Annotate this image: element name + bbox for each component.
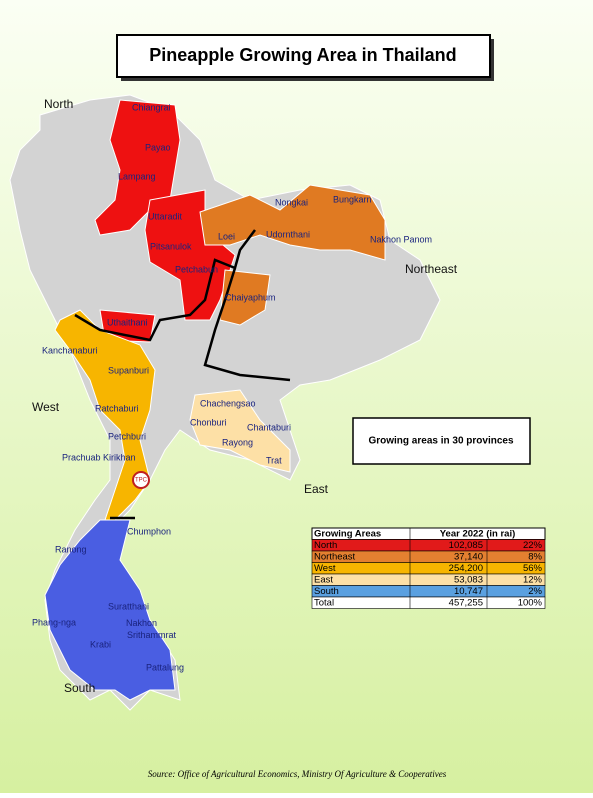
table-cell: 100%: [518, 597, 543, 608]
source: Source: Office of Agricultural Economics…: [148, 769, 447, 779]
province-label: Ranong: [55, 544, 87, 554]
province-label: Trat: [266, 455, 282, 465]
province-label: Bungkarn: [333, 194, 372, 204]
province-label: Lampang: [118, 171, 156, 181]
table-cell: South: [314, 586, 339, 597]
border-line: [203, 267, 291, 382]
table-cell: Northeast: [314, 551, 356, 562]
table-header: Year 2022 (in rai): [440, 528, 516, 539]
region-label: South: [64, 681, 95, 695]
region-label: Northeast: [405, 262, 458, 276]
table-row-bg: [311, 585, 546, 598]
table-cell: 56%: [523, 563, 543, 574]
region-borders: [74, 229, 291, 520]
note: Growing areas in 30 provinces: [368, 436, 513, 447]
table-cell: 8%: [528, 551, 542, 562]
table-cell: 10,747: [454, 586, 483, 597]
province-label: Kanchanaburi: [42, 345, 98, 355]
table-header: Growing Areas: [314, 528, 381, 539]
province-label: Petchburi: [108, 431, 146, 441]
table-cell: 254,200: [449, 563, 483, 574]
northeast-area: [199, 184, 386, 261]
table-cell: 12%: [523, 574, 543, 585]
province-label: Suratthani: [108, 601, 149, 611]
province-label: Phang-nga: [32, 617, 76, 627]
province-label: Uthaithani: [107, 317, 148, 327]
region-label: North: [44, 97, 73, 111]
province-label: Ratchaburi: [95, 403, 139, 413]
province-label: Chiangrai: [132, 102, 171, 112]
table-row-bg: [311, 573, 546, 586]
table-cell: 102,085: [449, 540, 483, 551]
province-label: Nongkai: [275, 197, 308, 207]
province-label: Chantaburi: [247, 422, 291, 432]
table-cell: 53,083: [454, 574, 483, 585]
logo-text: TPC: [135, 478, 148, 484]
province-label: Uttaradit: [148, 211, 183, 221]
map-shapes: [9, 94, 441, 711]
region-label: West: [32, 400, 60, 414]
province-label: Nakhon Panom: [370, 234, 432, 244]
province-label: Krabi: [90, 639, 111, 649]
logo: [132, 471, 150, 489]
province-label: Prachuab Kirikhan: [62, 452, 136, 462]
table-cell: West: [314, 563, 336, 574]
province-label: Pattalung: [146, 662, 184, 672]
province-label: Chonburi: [190, 417, 227, 427]
province-label: Loei: [218, 231, 235, 241]
table-cell: 37,140: [454, 551, 483, 562]
table-cell: 22%: [523, 540, 543, 551]
province-label: Chachengsao: [200, 398, 256, 408]
south-area: [44, 519, 176, 701]
border-line: [74, 229, 256, 342]
east-area: [189, 389, 291, 473]
province-label: Udornthani: [266, 229, 310, 239]
region-label: East: [304, 482, 329, 496]
province-label: Supanburi: [108, 365, 149, 375]
table-cell: 2%: [528, 586, 542, 597]
province-label: Nakhon Srithammrat: [126, 618, 177, 640]
table-cell: North: [314, 540, 337, 551]
province-label: Chumphon: [127, 526, 171, 536]
province-label: Petchabun: [175, 264, 218, 274]
table-cell: East: [314, 574, 333, 585]
province-label: Pitsanulok: [150, 241, 192, 251]
province-label: Payao: [145, 142, 171, 152]
table-cell: 457,255: [449, 597, 483, 608]
province-label: Chaiyaphum: [225, 292, 276, 302]
title: Pineapple Growing Area in Thailand: [149, 45, 456, 65]
province-label: Rayong: [222, 437, 253, 447]
note-box: [352, 417, 531, 465]
table-row-bg: [311, 596, 546, 609]
table-row-bg: [311, 539, 546, 552]
table-cell: Total: [314, 597, 334, 608]
table-row-bg: [311, 562, 546, 575]
title-box: [116, 34, 491, 78]
